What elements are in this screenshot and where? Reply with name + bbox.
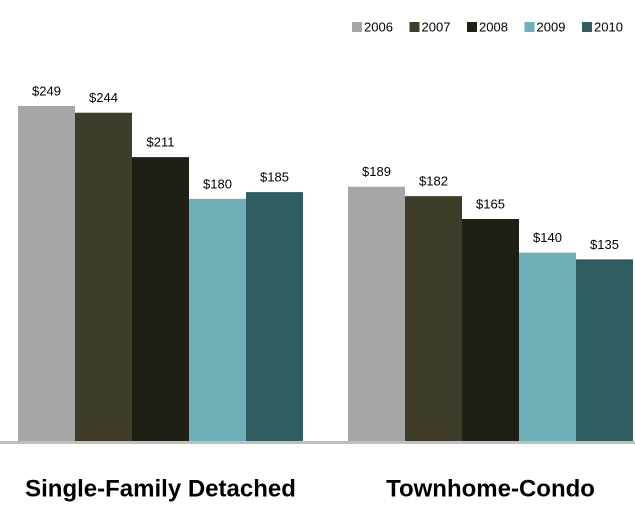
legend-swatch xyxy=(352,22,362,32)
value-label: $180 xyxy=(203,176,232,191)
bar xyxy=(132,157,189,441)
bar xyxy=(576,259,633,441)
legend-label: 2009 xyxy=(537,19,566,34)
value-label: $189 xyxy=(362,164,391,179)
category-label: Townhome-Condo xyxy=(386,475,595,502)
legend-swatch xyxy=(524,22,535,32)
value-label: $244 xyxy=(89,90,118,105)
bar xyxy=(462,219,519,441)
legend-label: 2010 xyxy=(594,19,623,34)
bar xyxy=(18,106,75,441)
value-label: $185 xyxy=(260,170,289,185)
bar xyxy=(405,196,462,441)
legend-swatch xyxy=(467,22,477,32)
legend-swatch xyxy=(582,22,592,32)
value-label: $182 xyxy=(419,174,448,189)
value-label: $211 xyxy=(147,135,175,150)
value-label: $249 xyxy=(32,83,61,98)
category-label: Single-Family Detached xyxy=(25,475,296,502)
value-label: $165 xyxy=(476,196,505,211)
bar xyxy=(348,186,405,441)
legend-label: 2008 xyxy=(479,19,508,34)
bar xyxy=(246,192,303,441)
bar xyxy=(189,198,246,441)
value-label: $140 xyxy=(533,230,562,245)
bar xyxy=(519,252,576,441)
legend-label: 2007 xyxy=(422,19,451,34)
legend-swatch xyxy=(409,22,420,32)
legend-label: 2006 xyxy=(364,19,393,34)
value-label: $135 xyxy=(590,237,619,252)
bar xyxy=(75,112,132,442)
